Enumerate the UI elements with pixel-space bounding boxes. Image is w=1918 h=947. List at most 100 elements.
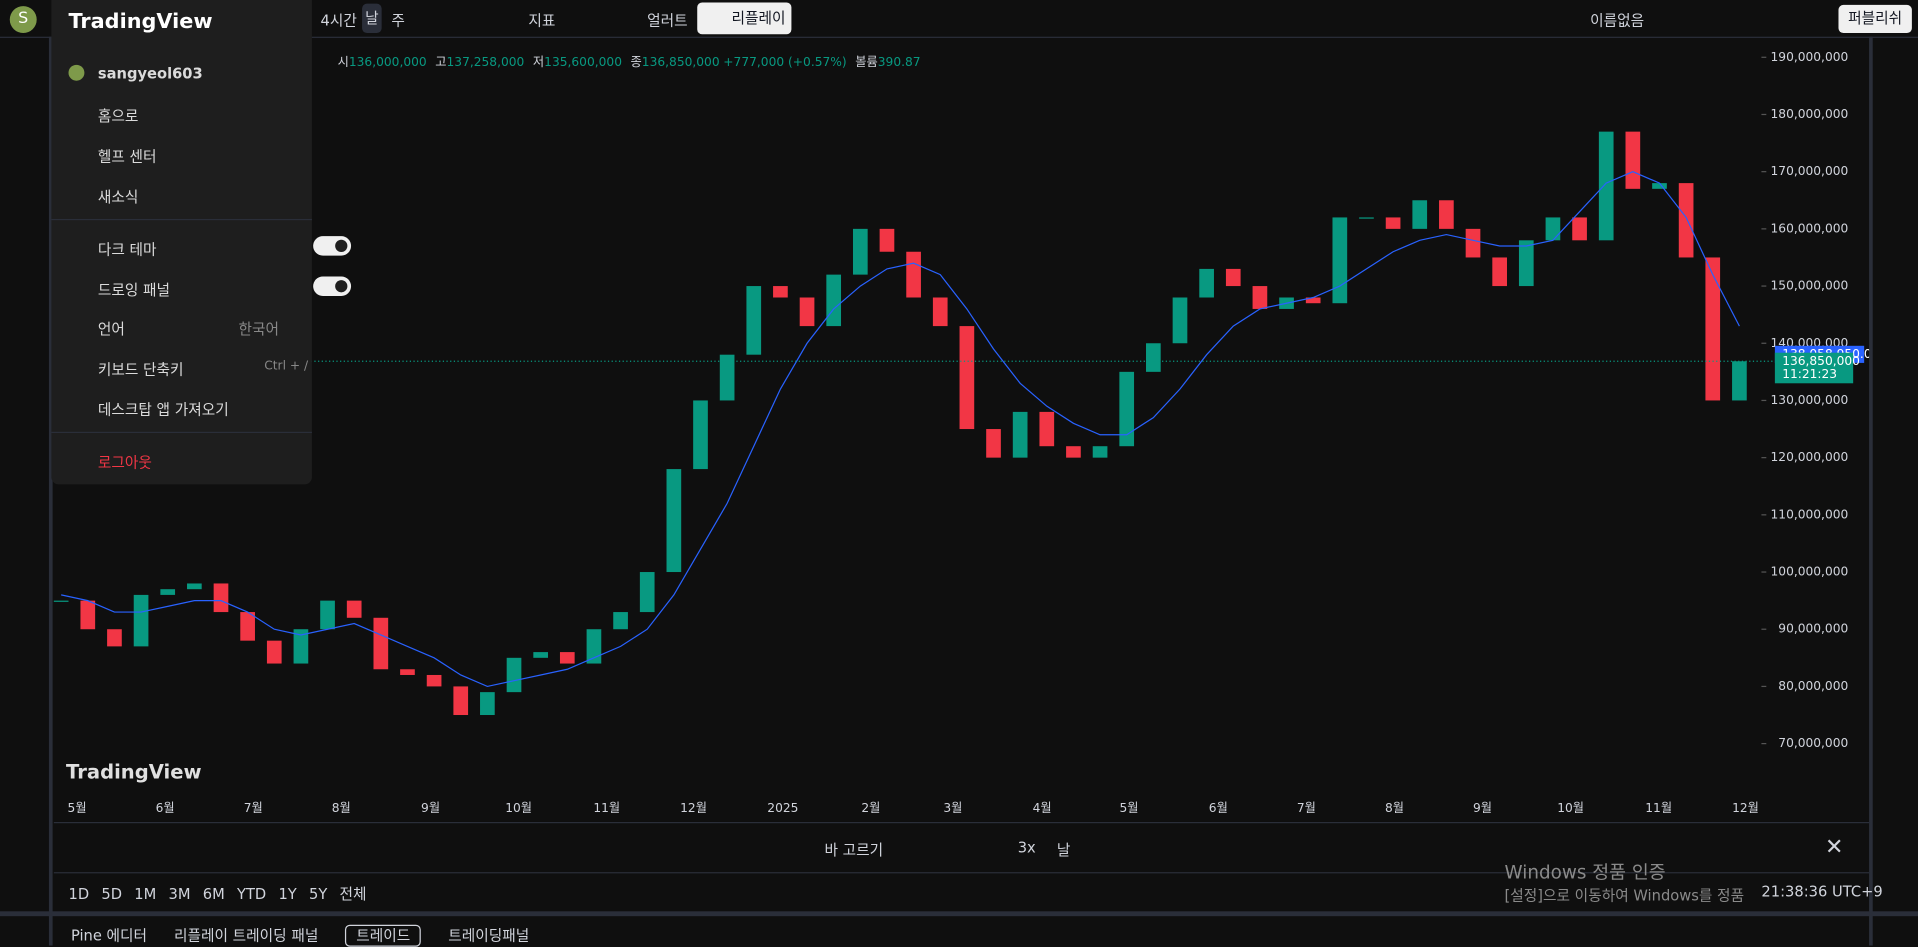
candle bbox=[1092, 446, 1108, 458]
candle bbox=[506, 657, 522, 693]
ohlc-label: 고 bbox=[435, 56, 447, 70]
user-name[interactable]: sangyeol603 bbox=[97, 64, 203, 82]
divider bbox=[53, 821, 1870, 824]
range-button[interactable]: 전체 bbox=[339, 885, 367, 903]
ohlc-label: 종 bbox=[630, 56, 642, 70]
candle bbox=[1678, 183, 1694, 258]
replay-speed[interactable]: 3x bbox=[1017, 839, 1036, 857]
candle bbox=[107, 629, 122, 647]
range-button[interactable]: 5D bbox=[101, 885, 123, 903]
candle bbox=[986, 429, 1001, 458]
range-button[interactable]: 1Y bbox=[278, 885, 297, 903]
panel-tab[interactable]: 트레이딩패널 bbox=[448, 927, 530, 945]
candle bbox=[559, 652, 575, 664]
candle bbox=[1572, 217, 1587, 241]
alerts-button[interactable]: 얼러트 bbox=[647, 12, 688, 30]
menu-item[interactable]: 드로잉 패널 bbox=[97, 281, 171, 299]
candle bbox=[613, 612, 628, 630]
panel-tab[interactable]: Pine 에디터 bbox=[70, 927, 148, 945]
ohlc-value: +777,000 (+0.57%) bbox=[723, 56, 847, 70]
candle bbox=[266, 640, 282, 664]
candle bbox=[746, 286, 762, 355]
replay-interval[interactable]: 날 bbox=[1056, 841, 1071, 859]
candle bbox=[1412, 200, 1428, 229]
logo[interactable]: TradingView bbox=[68, 9, 213, 35]
toggle[interactable] bbox=[313, 276, 352, 297]
menu-item[interactable]: 홈으로 bbox=[97, 107, 139, 125]
candle bbox=[906, 251, 921, 298]
candle bbox=[453, 686, 469, 716]
logout[interactable]: 로그아웃 bbox=[97, 453, 152, 471]
candle bbox=[1332, 217, 1348, 304]
range-button[interactable]: 3M bbox=[168, 885, 191, 903]
candle bbox=[480, 692, 495, 716]
candle bbox=[719, 354, 735, 401]
candle bbox=[133, 594, 149, 647]
candle bbox=[1172, 297, 1188, 344]
menu-item[interactable]: 새소식 bbox=[97, 188, 139, 206]
y-tick-label: 70,000,000 bbox=[1778, 736, 1848, 750]
user-icon bbox=[68, 64, 85, 81]
menu-item[interactable]: 다크 테마 bbox=[97, 240, 157, 259]
x-tick-label: 11월 bbox=[1645, 801, 1672, 815]
range-button[interactable]: YTD bbox=[236, 885, 267, 903]
candle bbox=[1066, 446, 1081, 458]
x-tick-label: 4월 bbox=[1033, 801, 1052, 815]
candle bbox=[160, 589, 176, 595]
panel-tab[interactable]: 트레이드 bbox=[345, 924, 422, 947]
ohlc-value: 137,258,000 bbox=[446, 56, 525, 70]
close-icon[interactable]: ✕ bbox=[1825, 834, 1844, 860]
toggle[interactable] bbox=[313, 236, 352, 256]
candle bbox=[1119, 371, 1135, 447]
candle bbox=[1732, 361, 1747, 401]
candle bbox=[932, 297, 948, 327]
ohlc-value: 390.87 bbox=[877, 56, 921, 70]
last-price-box bbox=[1774, 352, 1854, 384]
x-tick-label: 8월 bbox=[332, 801, 351, 815]
menu-item[interactable]: 데스크탑 앱 가져오기 bbox=[97, 401, 229, 419]
ohlc-value: 136,850,000 bbox=[641, 56, 720, 70]
select-bar[interactable]: 바 고르기 bbox=[824, 841, 884, 859]
candle bbox=[320, 600, 335, 630]
divider bbox=[1869, 36, 1873, 946]
avatar[interactable]: S bbox=[9, 6, 37, 34]
candle bbox=[213, 583, 229, 613]
replay-button[interactable]: 리플레이 bbox=[697, 2, 792, 35]
panel-tab[interactable]: 리플레이 트레이딩 패널 bbox=[173, 927, 319, 945]
range-button[interactable]: 1D bbox=[68, 885, 90, 903]
candle bbox=[1012, 411, 1028, 458]
timeframe[interactable]: 주 bbox=[391, 12, 405, 30]
candle bbox=[373, 617, 389, 670]
x-tick-label: 12월 bbox=[680, 801, 707, 815]
range-button[interactable]: 6M bbox=[202, 885, 225, 903]
indicators-button[interactable]: 지표 bbox=[528, 12, 556, 30]
layout-name[interactable]: 이름없음 bbox=[1590, 12, 1645, 30]
timeframe[interactable]: 4시간 bbox=[320, 12, 357, 30]
range-button[interactable]: 5Y bbox=[309, 885, 328, 903]
publish-button[interactable]: 퍼블리쉬 bbox=[1838, 4, 1912, 34]
candle bbox=[586, 629, 602, 664]
x-tick-label: 9월 bbox=[421, 801, 440, 815]
x-tick-label: 8월 bbox=[1385, 801, 1404, 815]
candle bbox=[293, 629, 309, 664]
candle bbox=[187, 583, 202, 590]
candle bbox=[1305, 297, 1321, 304]
clock: 21:38:36 UTC+9 bbox=[1761, 883, 1883, 901]
x-tick-label: 5월 bbox=[1120, 801, 1139, 815]
menu-item[interactable]: 헬프 센터 bbox=[97, 148, 157, 166]
y-tick-label: 80,000,000 bbox=[1778, 679, 1848, 693]
menu-value: 한국어 bbox=[238, 320, 280, 338]
candle bbox=[1518, 240, 1534, 287]
x-tick-label: 11월 bbox=[593, 801, 620, 815]
menu-item[interactable]: 언어 bbox=[97, 320, 125, 338]
timeframe[interactable]: 날 bbox=[362, 3, 382, 34]
x-tick-label: 6월 bbox=[156, 801, 175, 815]
x-tick-label: 2월 bbox=[861, 801, 880, 815]
range-button[interactable]: 1M bbox=[134, 885, 157, 903]
y-tick-label: 160,000,000 bbox=[1771, 221, 1849, 235]
y-tick-label: 150,000,000 bbox=[1771, 279, 1849, 293]
candle bbox=[1598, 131, 1614, 241]
y-tick-label: 170,000,000 bbox=[1771, 164, 1849, 178]
menu-item[interactable]: 키보드 단축키 bbox=[97, 360, 184, 378]
watermark: TradingView bbox=[66, 761, 202, 784]
